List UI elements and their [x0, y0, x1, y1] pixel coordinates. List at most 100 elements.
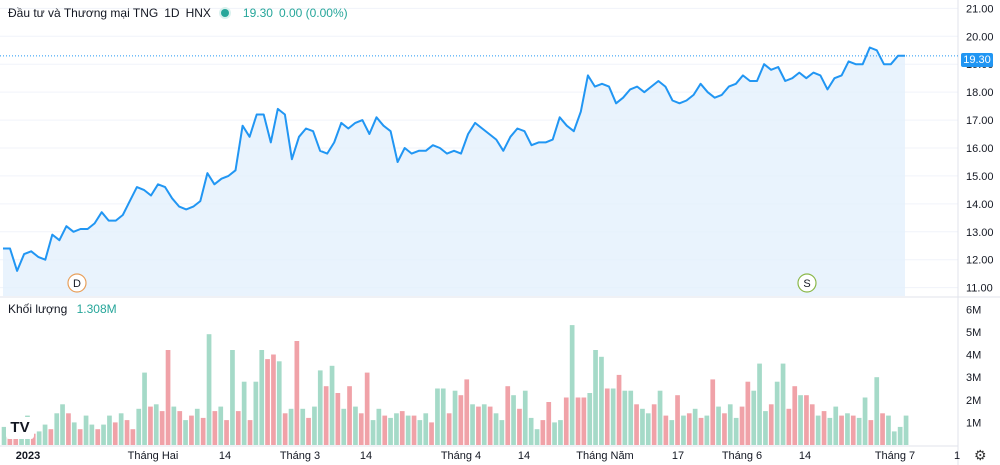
- volume-bar[interactable]: [704, 415, 710, 445]
- volume-bar[interactable]: [89, 424, 95, 445]
- volume-bar[interactable]: [159, 411, 165, 445]
- event-marker[interactable]: [797, 273, 817, 293]
- volume-bar[interactable]: [42, 424, 48, 445]
- volume-bar[interactable]: [77, 429, 83, 445]
- volume-bar[interactable]: [206, 334, 212, 445]
- volume-bar[interactable]: [83, 415, 89, 445]
- volume-bar[interactable]: [183, 420, 188, 445]
- volume-bar[interactable]: [874, 377, 880, 445]
- volume-bar[interactable]: [727, 404, 733, 445]
- volume-bar[interactable]: [212, 411, 218, 445]
- volume-bar[interactable]: [675, 395, 680, 445]
- volume-bar[interactable]: [353, 406, 358, 445]
- volume-bar[interactable]: [604, 388, 610, 446]
- volume-bar[interactable]: [36, 431, 42, 445]
- volume-bar[interactable]: [833, 406, 839, 445]
- volume-bar[interactable]: [558, 420, 563, 445]
- volume-label[interactable]: Khối lượng: [8, 302, 68, 316]
- volume-bar[interactable]: [101, 424, 106, 445]
- volume-bar[interactable]: [622, 390, 628, 445]
- volume-bar[interactable]: [669, 420, 675, 445]
- volume-bar[interactable]: [347, 386, 352, 445]
- volume-bar[interactable]: [552, 422, 557, 445]
- volume-bar[interactable]: [464, 379, 470, 445]
- volume-bar[interactable]: [230, 350, 235, 445]
- volume-bar[interactable]: [200, 417, 206, 445]
- volume-bar[interactable]: [780, 363, 786, 445]
- volume-bar[interactable]: [745, 381, 751, 445]
- volume-bar[interactable]: [681, 415, 686, 445]
- volume-bar[interactable]: [241, 381, 247, 445]
- volume-bar[interactable]: [130, 429, 136, 445]
- volume-bar[interactable]: [663, 415, 669, 445]
- volume-bar[interactable]: [903, 415, 909, 445]
- volume-bar[interactable]: [827, 417, 833, 445]
- volume-bar[interactable]: [499, 420, 505, 445]
- volume-bar[interactable]: [628, 390, 634, 445]
- volume-bar[interactable]: [66, 413, 71, 445]
- volume-bar[interactable]: [634, 404, 639, 445]
- volume-bar[interactable]: [1, 426, 7, 445]
- volume-bar[interactable]: [856, 417, 862, 445]
- volume-bar[interactable]: [786, 408, 792, 445]
- volume-bar[interactable]: [768, 404, 774, 445]
- volume-bar[interactable]: [171, 406, 177, 445]
- volume-bar[interactable]: [253, 381, 259, 445]
- volume-bar[interactable]: [581, 397, 587, 446]
- volume-bar[interactable]: [640, 408, 645, 445]
- volume-bar[interactable]: [763, 411, 768, 445]
- volume-bar[interactable]: [276, 361, 282, 445]
- volume-bar[interactable]: [247, 420, 253, 445]
- volume-bar[interactable]: [265, 359, 270, 445]
- volume-bar[interactable]: [792, 386, 798, 445]
- volume-bar[interactable]: [341, 408, 347, 445]
- volume-bar[interactable]: [739, 406, 745, 445]
- volume-bar[interactable]: [569, 325, 575, 445]
- volume-bar[interactable]: [376, 408, 382, 445]
- volume-bar[interactable]: [136, 408, 142, 445]
- volume-bar[interactable]: [657, 390, 663, 445]
- volume-bar[interactable]: [112, 422, 118, 445]
- volume-bar[interactable]: [300, 408, 306, 445]
- volume-bar[interactable]: [259, 350, 265, 445]
- volume-bar[interactable]: [358, 413, 364, 445]
- volume-bar[interactable]: [616, 374, 622, 445]
- volume-bar[interactable]: [177, 411, 183, 445]
- volume-bar[interactable]: [868, 420, 874, 445]
- volume-bar[interactable]: [235, 411, 241, 445]
- volume-bar[interactable]: [593, 350, 598, 445]
- volume-bar[interactable]: [394, 413, 399, 445]
- volume-bar[interactable]: [880, 413, 885, 445]
- volume-bar[interactable]: [751, 390, 757, 445]
- volume-bar[interactable]: [323, 386, 329, 445]
- volume-bar[interactable]: [399, 411, 405, 445]
- volume-bar[interactable]: [540, 420, 546, 445]
- volume-bar[interactable]: [722, 413, 727, 445]
- volume-bar[interactable]: [645, 413, 651, 445]
- volume-bar[interactable]: [798, 395, 803, 445]
- volume-bar[interactable]: [716, 406, 721, 445]
- volume-bar[interactable]: [440, 388, 446, 446]
- volume-bar[interactable]: [218, 406, 224, 445]
- volume-bar[interactable]: [839, 415, 844, 445]
- gear-icon[interactable]: ⚙: [974, 447, 987, 463]
- volume-bar[interactable]: [845, 413, 850, 445]
- volume-bar[interactable]: [651, 404, 657, 445]
- volume-bar[interactable]: [599, 356, 604, 445]
- volume-bar[interactable]: [610, 388, 616, 446]
- interval-label[interactable]: 1D: [164, 6, 180, 20]
- volume-bar[interactable]: [60, 404, 65, 445]
- volume-bar[interactable]: [71, 422, 77, 445]
- volume-bar[interactable]: [7, 433, 13, 445]
- volume-bar[interactable]: [862, 397, 868, 446]
- tradingview-logo-icon[interactable]: TV: [6, 417, 34, 439]
- price-line[interactable]: [3, 46, 905, 272]
- volume-bar[interactable]: [118, 413, 124, 445]
- volume-bar[interactable]: [710, 379, 716, 445]
- volume-bar[interactable]: [435, 388, 440, 446]
- volume-bar[interactable]: [505, 386, 511, 445]
- volume-bar[interactable]: [271, 354, 276, 446]
- volume-bar[interactable]: [493, 413, 499, 445]
- volume-bar[interactable]: [388, 417, 393, 445]
